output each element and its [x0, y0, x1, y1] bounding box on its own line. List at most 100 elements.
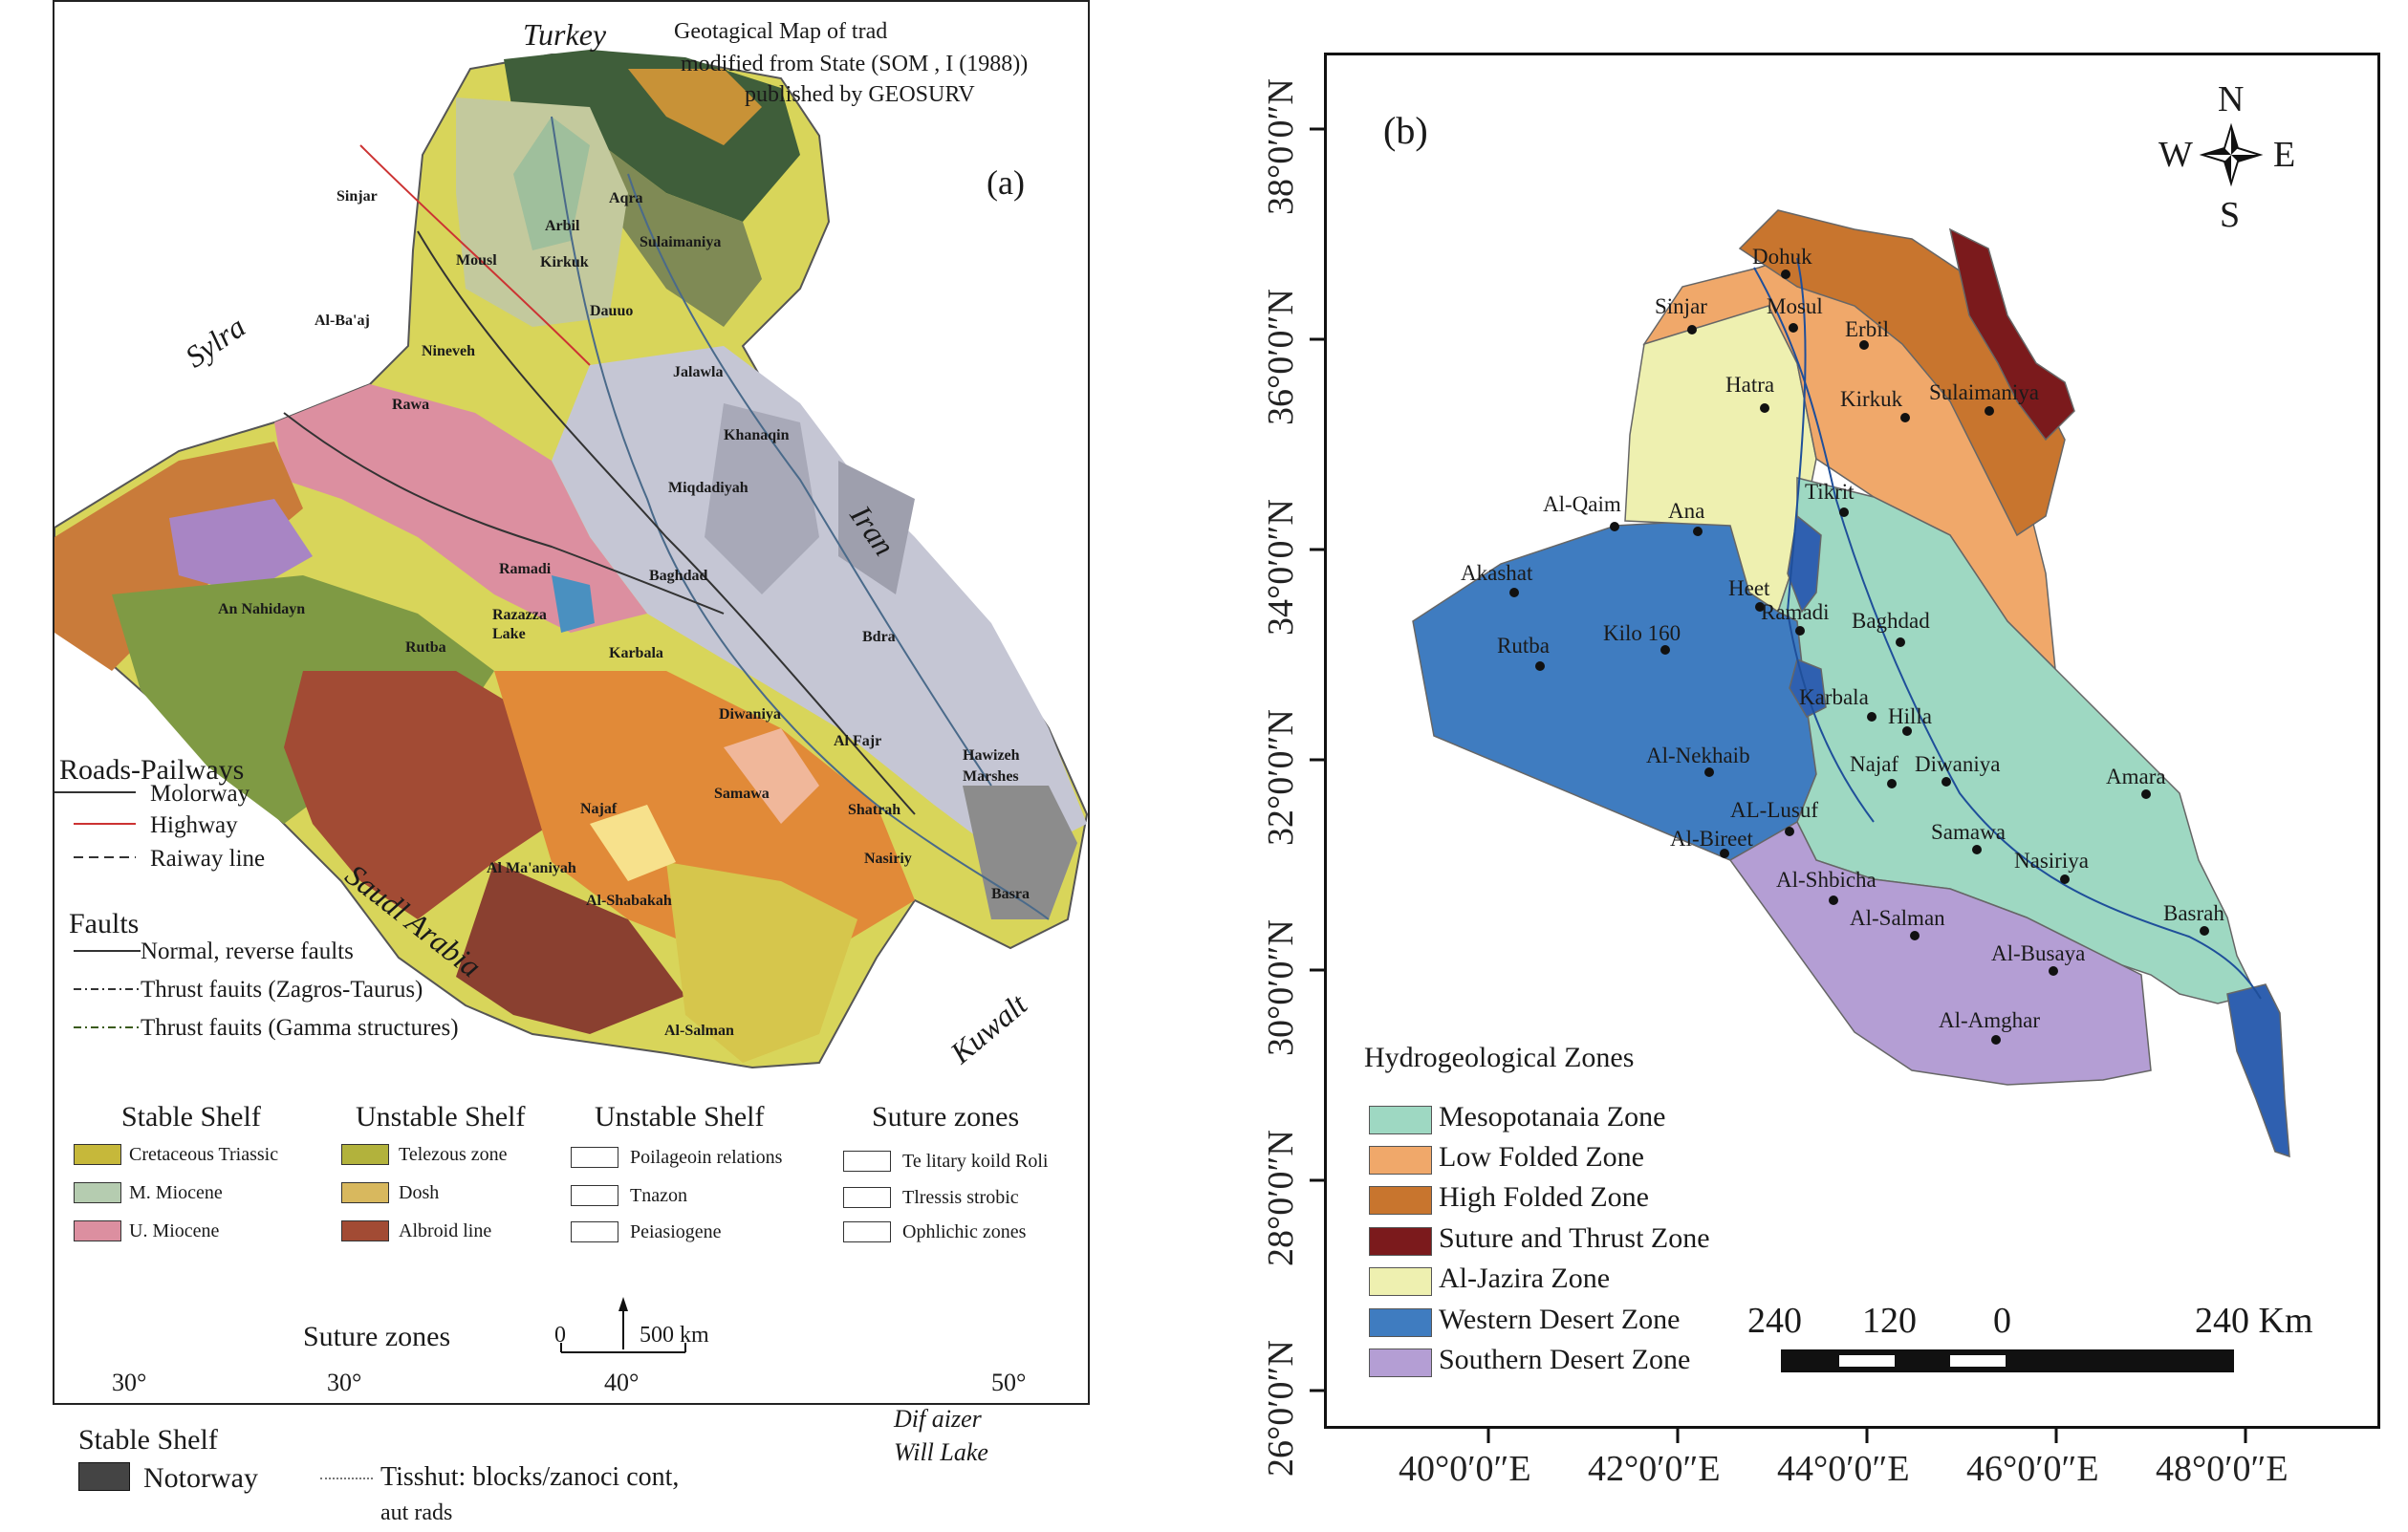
city-razazza-lake: Lake: [492, 626, 526, 642]
city-jalawla: Jalawla: [673, 364, 724, 380]
legend-swatch-al-jazira: [1369, 1267, 1432, 1296]
city-al-lusuf: AL-Lusuf: [1730, 798, 1818, 822]
city-rutba-b: Rutba: [1497, 634, 1550, 658]
city-hilla: Hilla: [1888, 704, 1932, 728]
legend-swatch: [843, 1221, 891, 1242]
legend-swatch: [74, 1182, 121, 1203]
legend-item-label: Albroid line: [399, 1220, 492, 1241]
map-rivers: [551, 116, 1050, 920]
panel-a-label: (a): [987, 163, 1025, 202]
legend-item-label: Cretaceous Triassic: [129, 1144, 279, 1165]
legend-swatch-suture-thrust: [1369, 1227, 1432, 1256]
city-mosul: Mousl: [456, 252, 497, 269]
compass-s: S: [2220, 195, 2241, 235]
city-erbil: Erbil: [1845, 317, 1889, 341]
city-sinjar-b: Sinjar: [1655, 294, 1707, 318]
legend-swatch: [74, 1144, 121, 1165]
lat-tick-36: 36°0′0″N: [1261, 289, 1301, 425]
hydro-zones: [1412, 209, 2290, 1158]
scale-b-240-km: 240 Km: [2195, 1301, 2313, 1341]
lake-tharthar: [1787, 514, 1822, 614]
lon-tick-44: 44°0′0″E: [1777, 1449, 1910, 1489]
scale-b-240-left: 240: [1747, 1301, 1802, 1341]
scale-b-120: 120: [1862, 1301, 1917, 1341]
city-ana: Ana: [1668, 499, 1705, 523]
city-diwaniya-b: Diwaniya: [1915, 752, 2001, 776]
city-dohuk: Dohuk: [1752, 245, 1812, 269]
legend-high-folded: High Folded Zone: [1439, 1181, 1649, 1213]
legend-group-unstable-shelf-1: Unstable Shelf Telezous zone Dosh Albroi…: [341, 1101, 571, 1241]
city-nasiriya: Nasiriya: [2014, 849, 2089, 873]
legend-item-label: U. Miocene: [129, 1220, 220, 1241]
city-kirkuk-b: Kirkuk: [1840, 387, 1903, 411]
city-dots: [1509, 270, 2209, 1045]
map-geology: [54, 50, 1089, 1069]
legend-low-folded: Low Folded Zone: [1439, 1141, 1644, 1173]
geological-map-panel-a: Geotagical Map of trad modified from Sta…: [53, 0, 1090, 1405]
city-rutba: Rutba: [405, 639, 446, 656]
legend-item-label: Tnazon: [630, 1185, 687, 1206]
city-an-nahidayn: An Nahidayn: [218, 601, 306, 617]
city-samawa: Samawa: [714, 786, 770, 802]
legend-swatch: [74, 1220, 121, 1241]
lat-tick-28: 28°0′0″N: [1261, 1130, 1301, 1266]
city-amara: Amara: [2106, 765, 2166, 788]
city-tikrit: Tikrit: [1805, 480, 1855, 504]
legend-group-title: Suture zones: [872, 1101, 1020, 1133]
zone-high-folded: [1738, 209, 2066, 537]
hydro-legend-title: Hydrogeological Zones: [1364, 1042, 1635, 1073]
below-tisshut: Tisshut: blocks/zanoci cont,: [380, 1462, 680, 1492]
legend-western-desert: Western Desert Zone: [1439, 1304, 1681, 1335]
city-khanaqin: Khanaqin: [724, 427, 790, 443]
panel-b-label: (b): [1383, 109, 1428, 152]
legend-item-label: Peiasiogene: [630, 1221, 722, 1242]
legend-fault-normal: Normal, reverse faults: [141, 939, 354, 964]
city-sulaimaniya-b: Sulaimaniya: [1929, 380, 2039, 404]
lon-label-30-b: 30°: [327, 1369, 362, 1396]
legend-group-stable-shelf: Stable Shelf Cretaceous Triassic M. Mioc…: [74, 1101, 303, 1241]
tisshut-line-sample: [320, 1478, 373, 1479]
basrah-water: [2226, 983, 2290, 1158]
compass-rose: [2199, 122, 2264, 187]
legend-swatch: [571, 1185, 618, 1206]
legend-swatch-high-folded: [1369, 1186, 1432, 1215]
lat-tick-38: 38°0′0″N: [1261, 78, 1301, 215]
city-al-qaim: Al-Qaim: [1543, 492, 1621, 516]
city-kilo-160: Kilo 160: [1603, 621, 1681, 645]
legend-roads-title: Roads-Pailways: [59, 754, 245, 786]
city-sinjar: Sinjar: [336, 188, 378, 205]
legend-group-suture-zones: Suture zones Te litary koild Roli Tlress…: [843, 1101, 1082, 1242]
city-arbil: Arbil: [545, 218, 580, 234]
city-akashat: Akashat: [1461, 561, 1533, 585]
legend-group-title: Unstable Shelf: [356, 1101, 526, 1133]
legend-item-label: Poilageoin relations: [630, 1147, 783, 1168]
country-turkey: Turkey: [523, 17, 607, 52]
city-al-salman-b: Al-Salman: [1850, 906, 1945, 930]
lat-tick-26: 26°0′0″N: [1261, 1340, 1301, 1477]
geological-map-svg: [54, 50, 1089, 1353]
city-baghdad: Baghdad: [649, 568, 708, 584]
city-karbala-b: Karbala: [1799, 685, 1869, 709]
city-basrah: Basrah: [2163, 901, 2224, 925]
hydrogeology-map-frame: [1324, 53, 2380, 1429]
city-marshes: Marshes: [963, 768, 1019, 785]
legend-swatch: [571, 1221, 618, 1242]
scale-500km: 500 km: [640, 1323, 709, 1348]
map-a-title-line-3: published by GEOSURV: [745, 82, 975, 107]
city-razazza: Razazza: [492, 607, 547, 623]
zone-suture-thrust: [1948, 227, 2075, 442]
legend-road-highway: Highway: [150, 812, 238, 838]
city-al-maaniyah: Al Ma'aniyah: [487, 860, 576, 876]
legend-swatch: [341, 1220, 389, 1241]
city-diwaniya: Diwaniya: [719, 706, 781, 723]
legend-item-label: M. Miocene: [129, 1182, 223, 1203]
city-miqdadiyah: Miqdadiyah: [668, 480, 748, 496]
city-al-nekhaib: Al-Nekhaib: [1646, 744, 1750, 767]
map-highways: [359, 144, 591, 366]
legend-item-label: Tlressis strobic: [902, 1187, 1019, 1208]
legend-item-label: Te litary koild Roli: [902, 1151, 1049, 1172]
notorway-swatch: [78, 1462, 130, 1491]
city-nasiriy: Nasiriy: [864, 851, 912, 867]
scale-bar-b: [1781, 1349, 2234, 1372]
lat-tick-32: 32°0′0″N: [1261, 709, 1301, 846]
